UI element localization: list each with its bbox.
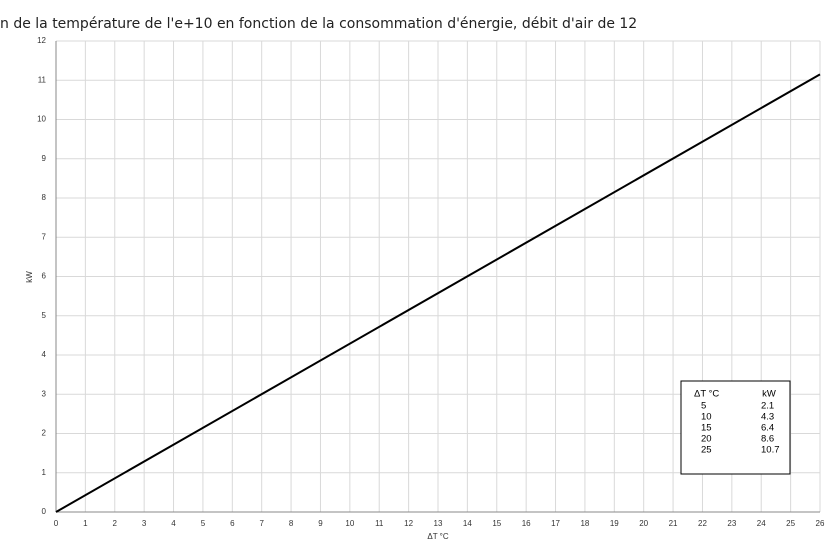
y-tick-label: 9 — [42, 154, 47, 163]
x-tick-label: 22 — [698, 519, 707, 528]
table-header: kW — [762, 389, 776, 400]
x-tick-label: 25 — [786, 519, 795, 528]
table-cell: 10 — [701, 412, 712, 423]
x-tick-label: 4 — [171, 519, 176, 528]
y-tick-label: 12 — [37, 36, 46, 45]
x-tick-label: 14 — [463, 519, 472, 528]
x-tick-label: 11 — [375, 519, 384, 528]
x-tick-label: 18 — [580, 519, 589, 528]
x-tick-label: 24 — [757, 519, 766, 528]
y-tick-label: 10 — [37, 115, 46, 124]
table-cell: 25 — [701, 445, 712, 456]
x-tick-label: 19 — [610, 519, 619, 528]
table-cell: 6.4 — [761, 423, 774, 434]
data-line — [55, 73, 821, 513]
x-tick-label: 5 — [201, 519, 206, 528]
x-tick-label: 8 — [289, 519, 294, 528]
x-tick-label: 23 — [727, 519, 736, 528]
x-tick-label: 1 — [83, 519, 88, 528]
y-tick-label: 2 — [42, 429, 47, 438]
x-tick-label: 16 — [522, 519, 531, 528]
table-cell: 5 — [701, 401, 706, 412]
x-tick-label: 17 — [551, 519, 560, 528]
table-cell: 8.6 — [761, 434, 774, 445]
table-cell: 20 — [701, 434, 712, 445]
y-tick-label: 8 — [42, 193, 47, 202]
table-cell: 10.7 — [761, 445, 780, 456]
x-tick-label: 2 — [113, 519, 118, 528]
x-axis-label: ΔT °C — [427, 532, 449, 541]
x-tick-label: 20 — [639, 519, 648, 528]
x-tick-label: 0 — [54, 519, 59, 528]
table-cell: 2.1 — [761, 401, 774, 412]
table-header: ΔT °C — [694, 389, 719, 400]
x-tick-label: 10 — [345, 519, 354, 528]
y-tick-label: 3 — [42, 389, 47, 398]
x-tick-label: 3 — [142, 519, 147, 528]
chart-title: n de la température de l'e+10 en fonctio… — [0, 16, 637, 32]
y-tick-label: 0 — [42, 507, 47, 516]
y-tick-label: 5 — [42, 311, 47, 320]
y-tick-label: 6 — [42, 272, 47, 281]
x-tick-label: 12 — [404, 519, 413, 528]
y-axis-label: kW — [25, 271, 34, 283]
y-tick-label: 4 — [42, 350, 47, 359]
table-box — [680, 380, 791, 475]
y-tick-label: 7 — [42, 232, 47, 241]
table-cell: 15 — [701, 423, 712, 434]
x-tick-label: 15 — [492, 519, 501, 528]
x-tick-label: 9 — [318, 519, 323, 528]
x-tick-label: 13 — [434, 519, 443, 528]
y-tick-label: 11 — [38, 75, 47, 84]
x-tick-label: 21 — [669, 519, 678, 528]
x-tick-label: 6 — [230, 519, 235, 528]
y-tick-label: 1 — [42, 468, 47, 477]
table-cell: 4.3 — [761, 412, 774, 423]
x-tick-label: 7 — [259, 519, 264, 528]
x-tick-label: 26 — [816, 519, 825, 528]
